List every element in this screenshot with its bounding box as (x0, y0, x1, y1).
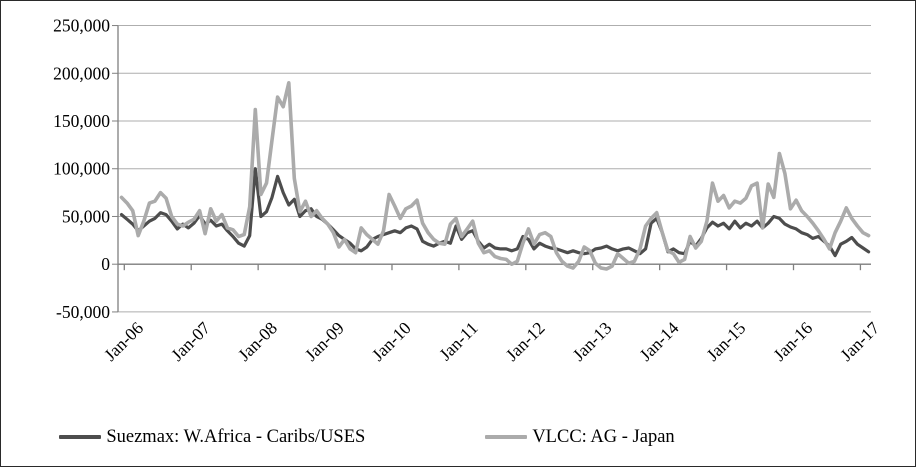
x-tick-label: Jan-17 (836, 318, 883, 365)
x-tick-label: Jan-07 (167, 318, 214, 365)
x-tick-label: Jan-08 (234, 318, 281, 365)
legend-line-swatch (59, 435, 102, 439)
x-tick-label: Jan-14 (635, 318, 682, 365)
x-tick-label: Jan-16 (769, 318, 816, 365)
legend: Suezmax: W.Africa - Caribs/USES VLCC: AG … (1, 417, 825, 457)
x-tick-label: Jan-13 (568, 318, 615, 365)
y-tick-label: 250,000 (53, 16, 110, 36)
y-tick-label: 200,000 (53, 63, 110, 83)
y-tick-label: 0 (101, 254, 110, 274)
series-line-suezmax (119, 167, 871, 258)
y-tick-label: 100,000 (53, 159, 110, 179)
legend-label: Suezmax: W.Africa - Caribs/USES (106, 426, 366, 447)
y-tick-label: 50,000 (62, 206, 110, 226)
x-tick-label: Jan-09 (301, 318, 348, 365)
y-tick-label: 150,000 (53, 111, 110, 131)
series-line-vlcc (119, 81, 871, 271)
y-tick-label: -50,000 (56, 302, 110, 322)
legend-item-suezmax: Suezmax: W.Africa - Caribs/USES (59, 427, 365, 448)
x-tick-label: Jan-11 (435, 318, 482, 365)
legend-line-swatch (485, 435, 528, 439)
legend-item-vlcc: VLCC: AG - Japan (485, 426, 675, 448)
x-tick-label: Jan-12 (502, 318, 549, 365)
x-tick-label: Jan-06 (100, 318, 147, 365)
x-tick-label: Jan-10 (368, 318, 415, 365)
legend-label: VLCC: AG - Japan (532, 426, 675, 447)
x-tick-label: Jan-15 (702, 318, 749, 365)
